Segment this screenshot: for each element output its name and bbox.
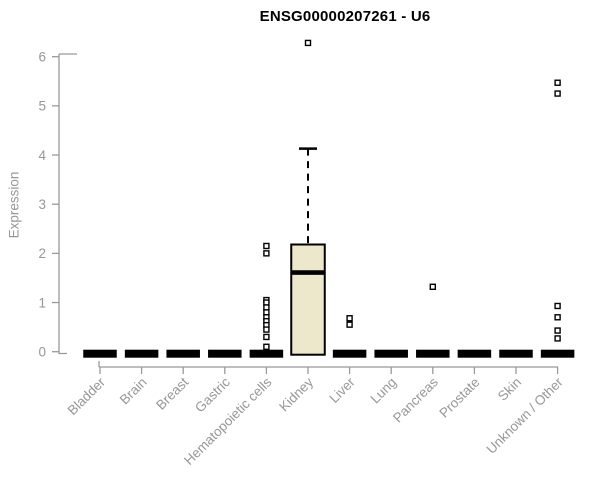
x-tick-label: Prostate (436, 375, 482, 421)
chart-title: ENSG00000207261 - U6 (259, 8, 431, 25)
y-tick-label: 3 (38, 197, 46, 212)
x-tick-label: Brain (117, 375, 150, 408)
x-tick-label: Skin (495, 375, 524, 404)
flat-box (124, 349, 159, 358)
x-tick-label: Bladder (65, 374, 109, 418)
outlier-point (346, 321, 353, 328)
flat-box (166, 349, 200, 358)
flat-box (208, 349, 242, 358)
outlier-point (554, 302, 561, 310)
flat-box (416, 349, 450, 358)
outlier-point (304, 39, 312, 47)
x-tick-label: Unknown / Other (483, 374, 566, 457)
flat-box (499, 349, 533, 358)
x-tick-label: Lung (367, 375, 399, 407)
y-tick-label: 0 (38, 345, 46, 360)
outlier-point (263, 250, 270, 257)
x-tick-label: Breast (153, 374, 191, 412)
box (290, 243, 326, 356)
outlier-point (429, 283, 436, 290)
x-tick-label: Liver (326, 374, 358, 406)
flat-box (457, 349, 492, 358)
outlier-point (554, 314, 561, 321)
outlier-point (263, 333, 270, 341)
outlier-point (263, 326, 270, 333)
y-tick-label: 6 (38, 49, 46, 64)
outlier-point (554, 335, 561, 342)
flat-box (540, 349, 575, 358)
flat-box (332, 349, 367, 358)
flat-box (249, 349, 284, 358)
outlier-point (554, 90, 561, 97)
x-tick-label: Pancreas (390, 374, 441, 425)
y-tick-label: 1 (38, 295, 46, 310)
outlier-point (263, 242, 270, 250)
median-line (291, 270, 325, 275)
outlier-point (346, 315, 353, 322)
y-tick-label: 4 (38, 148, 46, 163)
x-tick-label: Kidney (276, 374, 316, 414)
outlier-point (263, 343, 270, 350)
x-tick-label: Gastric (192, 374, 233, 415)
flat-box (83, 349, 117, 358)
y-tick-label: 5 (38, 99, 46, 114)
outlier-point (554, 327, 561, 334)
y-tick-label: 2 (38, 246, 46, 261)
outlier-point (554, 79, 561, 86)
flat-box (374, 349, 408, 358)
